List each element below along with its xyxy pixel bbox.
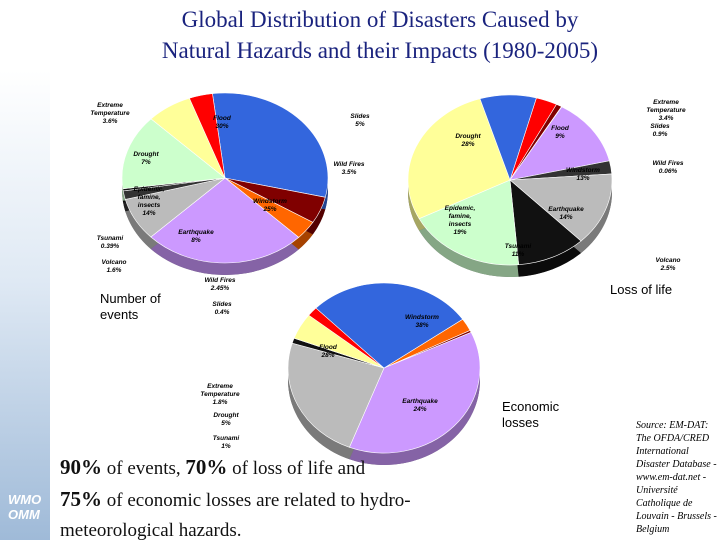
source-note: Source: EM-DAT: The OFDA/CRED Internatio… xyxy=(636,420,717,535)
slice-label: Earthquake 24% xyxy=(402,398,438,413)
slice-label: Slides 0.9% xyxy=(650,123,670,138)
slice-label: Flood 28% xyxy=(319,344,338,359)
pie-slice xyxy=(189,93,226,179)
slice-label: Windstorm 25% xyxy=(253,198,287,213)
slice-label: Windstorm 38% xyxy=(405,314,439,329)
pie-slice xyxy=(150,177,300,264)
slice-label: Extreme Temperature 1.8% xyxy=(200,383,240,406)
slice-label: Epidemic, famine, insects 19% xyxy=(445,205,476,236)
slice-label: Drought 28% xyxy=(455,133,481,148)
slice-label: Slides 0.4% xyxy=(212,301,232,316)
slice-label: Windstorm 13% xyxy=(566,167,600,182)
pie-slice xyxy=(509,173,613,242)
slice-label: Tsunami 0.39% xyxy=(97,235,124,250)
loss-of-lifepie xyxy=(407,94,613,277)
slice-label: Volcano 2.5% xyxy=(655,257,680,272)
slice-label: Drought 5% xyxy=(213,412,239,427)
pie-slice xyxy=(349,331,481,454)
economic-lossespie xyxy=(287,282,481,466)
slice-label: Wild Fires 0.06% xyxy=(652,160,683,175)
slice-label: Extreme Temperature 3.4% xyxy=(646,99,686,122)
events-chart-label: Number of events xyxy=(100,291,161,322)
economic-chart-label: Economic losses xyxy=(502,399,560,430)
slice-label: Drought 7% xyxy=(133,151,159,166)
slice-label: Tsunami 1% xyxy=(213,435,240,450)
pie-slice xyxy=(479,94,537,181)
number-of-eventspie xyxy=(121,92,329,275)
slice-label: Epidemic, famine, insects 14% xyxy=(134,186,165,217)
slice-label: Earthquake 14% xyxy=(548,206,584,221)
pie-slice xyxy=(418,179,520,266)
pie-slice xyxy=(509,106,610,181)
slice-label: Wild Fires 3.5% xyxy=(333,161,364,176)
slice-label: Earthquake 8% xyxy=(178,229,214,244)
pie-slice xyxy=(509,179,582,266)
slice-label: Flood 30% xyxy=(213,115,232,130)
page-title: Global Distribution of Disasters Caused … xyxy=(60,4,700,66)
pie-slice xyxy=(407,98,511,220)
pie-slice xyxy=(315,282,464,369)
pie-slice xyxy=(287,342,385,448)
title-line-2: Natural Hazards and their Impacts (1980-… xyxy=(161,38,599,63)
slice-label: Slides 5% xyxy=(350,113,370,128)
pie-slice xyxy=(121,118,226,190)
slice-label: Tsunami 11% xyxy=(505,243,532,258)
wmo-logo: WMO OMM xyxy=(8,492,42,522)
slice-label: Wild Fires 2.45% xyxy=(204,277,235,292)
slice-label: Extreme Temperature 3.6% xyxy=(90,102,130,125)
life-chart-label: Loss of life xyxy=(610,282,673,297)
summary-text: 90% of events, 70% of loss of life and 7… xyxy=(60,455,411,541)
side-band-gradient xyxy=(0,70,50,540)
slice-label: Flood 9% xyxy=(551,125,570,140)
pie-slice xyxy=(212,92,329,198)
slice-label: Volcano 1.6% xyxy=(101,259,126,274)
title-line-1: Global Distribution of Disasters Caused … xyxy=(181,7,579,32)
